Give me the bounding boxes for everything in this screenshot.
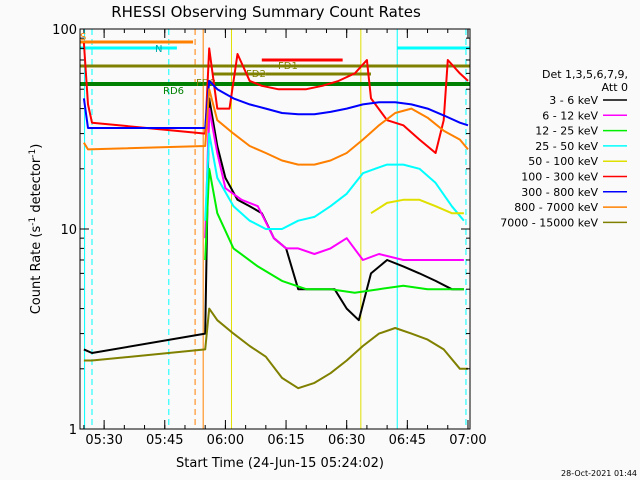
y-tick-label: 100 <box>52 23 77 38</box>
series-line <box>204 167 464 294</box>
legend-label: 3 - 6 keV <box>549 94 598 107</box>
x-tick-label: 06:15 <box>267 433 304 448</box>
series-line <box>83 307 468 390</box>
y-tick-label: 10 <box>60 223 77 238</box>
legend-label: 800 - 7000 keV <box>514 201 598 214</box>
x-tick-label: 07:00 <box>449 433 486 448</box>
series-line <box>82 43 469 154</box>
series-layer <box>82 43 469 390</box>
legend-label: 7000 - 15000 keV <box>500 216 598 229</box>
x-tick-label: 05:45 <box>146 433 183 448</box>
x-axis-label: Start Time (24-Jun-15 05:24:02) <box>176 456 384 471</box>
flag-label: FD2 <box>246 69 266 80</box>
flag-label: N <box>155 44 162 55</box>
legend-label: 25 - 50 keV <box>535 140 598 153</box>
legend-label: 100 - 300 keV <box>521 171 598 184</box>
legend: Det 1,3,5,6,7,9, Att 0 3 - 6 keV 6 - 12 k… <box>500 68 628 229</box>
legend-label: 6 - 12 keV <box>542 109 598 122</box>
flag-label: RD6 <box>163 86 184 97</box>
x-tick-label: 05:30 <box>85 433 122 448</box>
x-tick-label: 06:30 <box>328 433 365 448</box>
series-line <box>83 88 469 166</box>
x-tick-label: 06:00 <box>207 433 244 448</box>
axis-layer: 05:30 05:45 06:00 06:15 06:30 06:45 07:00 1 10 10… <box>52 23 487 448</box>
chart-title: RHESSI Observing Summary Count Rates <box>111 3 421 21</box>
legend-header-line1: Det 1,3,5,6,7,9, <box>542 68 628 81</box>
flag-label: FD1 <box>278 61 298 72</box>
plot-frame <box>79 28 471 430</box>
footer-date: 28-Oct-2021 01:44 <box>561 469 637 478</box>
y-axis-label: Count Rate (s-1 detector-1) <box>28 144 44 315</box>
series-line <box>204 107 464 261</box>
legend-header-line2: Att 0 <box>602 81 628 94</box>
legend-label: 50 - 100 keV <box>528 155 598 168</box>
y-tick-label: 1 <box>69 423 77 438</box>
legend-label: 12 - 25 keV <box>535 125 598 138</box>
series-line <box>370 198 464 215</box>
x-tick-label: 06:45 <box>389 433 426 448</box>
legend-label: 300 - 800 keV <box>521 186 598 199</box>
flag-label: FD8 <box>196 78 216 89</box>
flag-label: S <box>80 32 86 43</box>
series-line <box>204 132 465 230</box>
